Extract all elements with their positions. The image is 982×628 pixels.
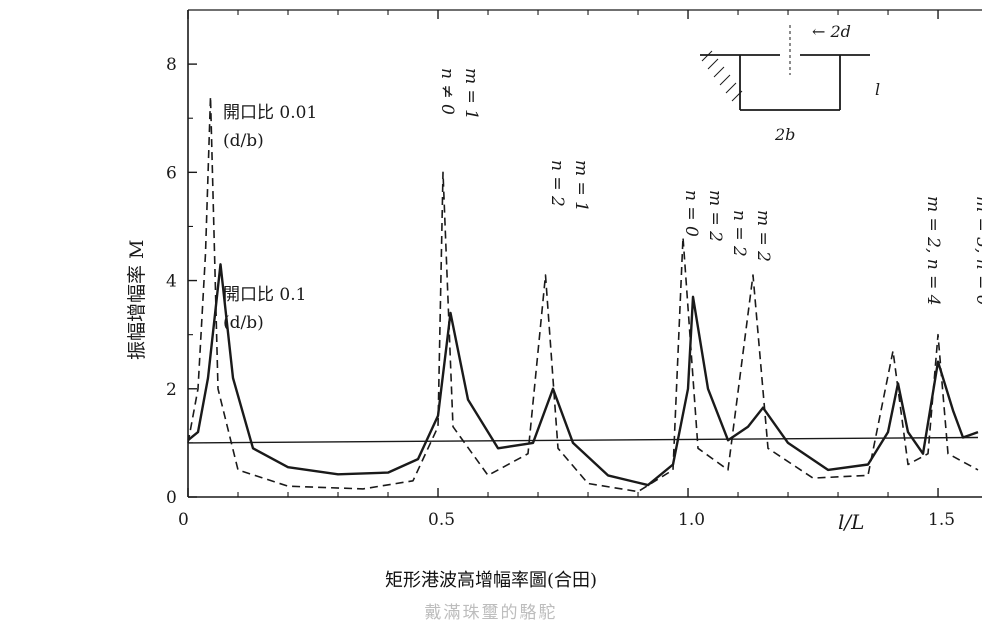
inset-hatch bbox=[720, 75, 730, 85]
annotation-mode-m2-n4: m = 2, n = 4 bbox=[923, 196, 943, 306]
figure-caption: 矩形港波高增幅率圖(合田) bbox=[0, 566, 982, 592]
y-tick-label: 2 bbox=[166, 380, 177, 400]
annotation-mode-m2-n2-sub: n = 2 bbox=[729, 210, 749, 257]
signature: 戴滿珠璽的駱駝 bbox=[0, 598, 982, 623]
annotation-mode-m1-n0: m = 1 bbox=[461, 68, 481, 120]
annotation-ratio-0.1-sub: (d/b) bbox=[223, 313, 264, 333]
inset-hatch bbox=[708, 59, 718, 69]
y-tick-label: 8 bbox=[166, 55, 177, 75]
amplification-chart: 0 2 4 6 8 0 0.5 1.0 1.5 振幅增幅率 M l/L 開口比 0.01 (d/b) 開口… bbox=[0, 0, 982, 560]
inset-label-length: l bbox=[875, 80, 880, 99]
x-tick-label: 1.5 bbox=[928, 510, 955, 530]
annotation-ratio-0.1: 開口比 0.1 bbox=[223, 285, 306, 305]
annotation-mode-m2-n0-sub: n = 0 bbox=[681, 190, 701, 237]
inset-hatch bbox=[714, 67, 724, 77]
y-tick-label: 6 bbox=[166, 163, 177, 183]
y-tick-label: 4 bbox=[166, 272, 177, 292]
x-axis-label: l/L bbox=[838, 510, 864, 534]
inset-label-opening: ← 2d bbox=[812, 22, 851, 41]
y-axis-label: 振幅增幅率 M bbox=[126, 240, 148, 361]
annotation-mode-m2-n0: m = 2 bbox=[705, 190, 725, 242]
annotation-mode-m1-n2: m = 1 bbox=[571, 160, 591, 212]
x-tick-label: 1.0 bbox=[678, 510, 705, 530]
x-tick-label: 0 bbox=[178, 510, 189, 530]
annotation-ratio-0.01-sub: (d/b) bbox=[223, 131, 264, 151]
annotation-mode-m1-n2-sub: n = 2 bbox=[547, 160, 567, 207]
annotation-mode-m3-n0: m = 3, n = 0 bbox=[972, 196, 982, 306]
annotation-mode-m2-n2: m = 2 bbox=[753, 210, 773, 262]
y-tick-label: 0 bbox=[166, 488, 177, 508]
inset-hatch bbox=[702, 51, 712, 61]
reference-line-m1 bbox=[188, 438, 978, 443]
series-line-ratio-0.1 bbox=[188, 264, 978, 485]
annotation-ratio-0.01: 開口比 0.01 bbox=[223, 103, 317, 123]
x-tick-label: 0.5 bbox=[428, 510, 455, 530]
series-line-ratio-0.01 bbox=[188, 97, 978, 492]
inset-label-width: 2b bbox=[774, 125, 795, 144]
inset-hatch bbox=[726, 83, 736, 93]
annotation-mode-m1-n0-sub: n ≠ 0 bbox=[437, 68, 457, 115]
